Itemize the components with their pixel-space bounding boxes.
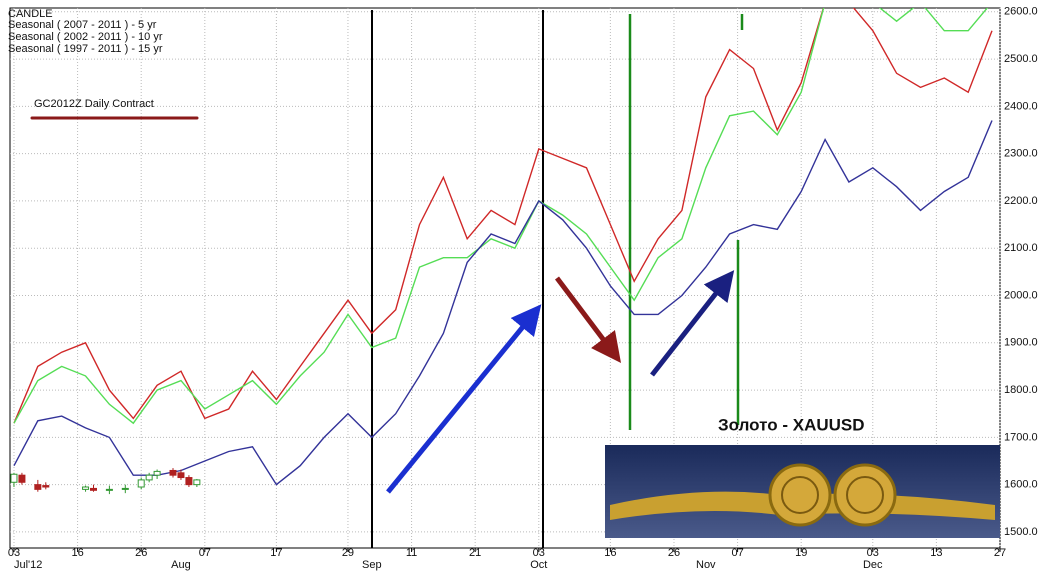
gold-photo: [605, 445, 1000, 538]
x-tick-label: 19: [795, 547, 807, 559]
month-label: Dec: [863, 559, 883, 571]
candle-body: [193, 479, 201, 486]
y-tick-label: 2400.0: [1004, 100, 1038, 112]
y-tick-label: 2600.0: [1004, 6, 1038, 18]
x-tick-label: 11: [406, 547, 417, 559]
image-caption: Золото - XAUUSD: [718, 415, 865, 434]
x-tick-label: 07: [731, 547, 743, 559]
candle-body: [42, 485, 50, 488]
candle-body: [137, 479, 145, 488]
x-tick-label: 29: [342, 547, 354, 559]
candle-body: [121, 487, 129, 490]
x-tick-label: 03: [533, 547, 545, 559]
x-tick-label: 17: [270, 547, 282, 559]
y-tick-label: 2100.0: [1004, 242, 1038, 254]
month-label: Oct: [530, 559, 547, 571]
event-lines: [371, 10, 744, 548]
candle-body: [18, 474, 26, 483]
candle-body: [145, 474, 153, 481]
legend-title: CANDLE: [8, 8, 53, 20]
trend-arrows: [386, 270, 735, 494]
x-tick-label: 07: [199, 547, 211, 559]
candle-body: [153, 470, 161, 476]
y-tick-label: 1500.0: [1004, 526, 1038, 538]
y-tick-label: 1900.0: [1004, 337, 1038, 349]
candle-body: [89, 487, 97, 491]
x-tick-label: 26: [668, 547, 680, 559]
y-tick-label: 1700.0: [1004, 431, 1038, 443]
x-tick-label: 03: [867, 547, 879, 559]
candle-body: [82, 486, 90, 490]
y-tick-label: 2200.0: [1004, 195, 1038, 207]
contract-label: GC2012Z Daily Contract: [34, 98, 154, 110]
series-line: [13, 8, 989, 425]
y-tick-label: 2300.0: [1004, 148, 1038, 160]
y-tick-label: 2000.0: [1004, 289, 1038, 301]
x-tick-label: 03: [8, 547, 20, 559]
month-label: Sep: [362, 559, 382, 571]
series-line: [13, 8, 993, 424]
y-tick-label: 1800.0: [1004, 384, 1038, 396]
x-tick-label: 16: [71, 547, 83, 559]
candle-body: [169, 469, 177, 476]
y-tick-label: 2500.0: [1004, 53, 1038, 65]
month-label: Aug: [171, 559, 191, 571]
legend-entry: Seasonal ( 2002 - 2011 ) - 10 yr: [8, 31, 163, 43]
x-tick-label: 27: [994, 547, 1006, 559]
y-tick-label: 1600.0: [1004, 479, 1038, 491]
month-label: Jul'12: [14, 559, 42, 571]
x-tick-label: 16: [604, 547, 616, 559]
candle-body: [34, 484, 42, 490]
candle-body: [185, 477, 193, 486]
candle-body: [105, 488, 113, 491]
x-tick-label: 13: [930, 547, 942, 559]
month-label: Nov: [696, 559, 716, 571]
series-line: [13, 120, 993, 486]
candle-body: [10, 473, 18, 483]
x-tick-label: 21: [469, 547, 481, 559]
legend-entry: Seasonal ( 2007 - 2011 ) - 5 yr: [8, 19, 157, 31]
x-tick-label: 26: [135, 547, 147, 559]
legend-entry: Seasonal ( 1997 - 2011 ) - 15 yr: [8, 43, 163, 55]
candle-body: [177, 472, 185, 479]
